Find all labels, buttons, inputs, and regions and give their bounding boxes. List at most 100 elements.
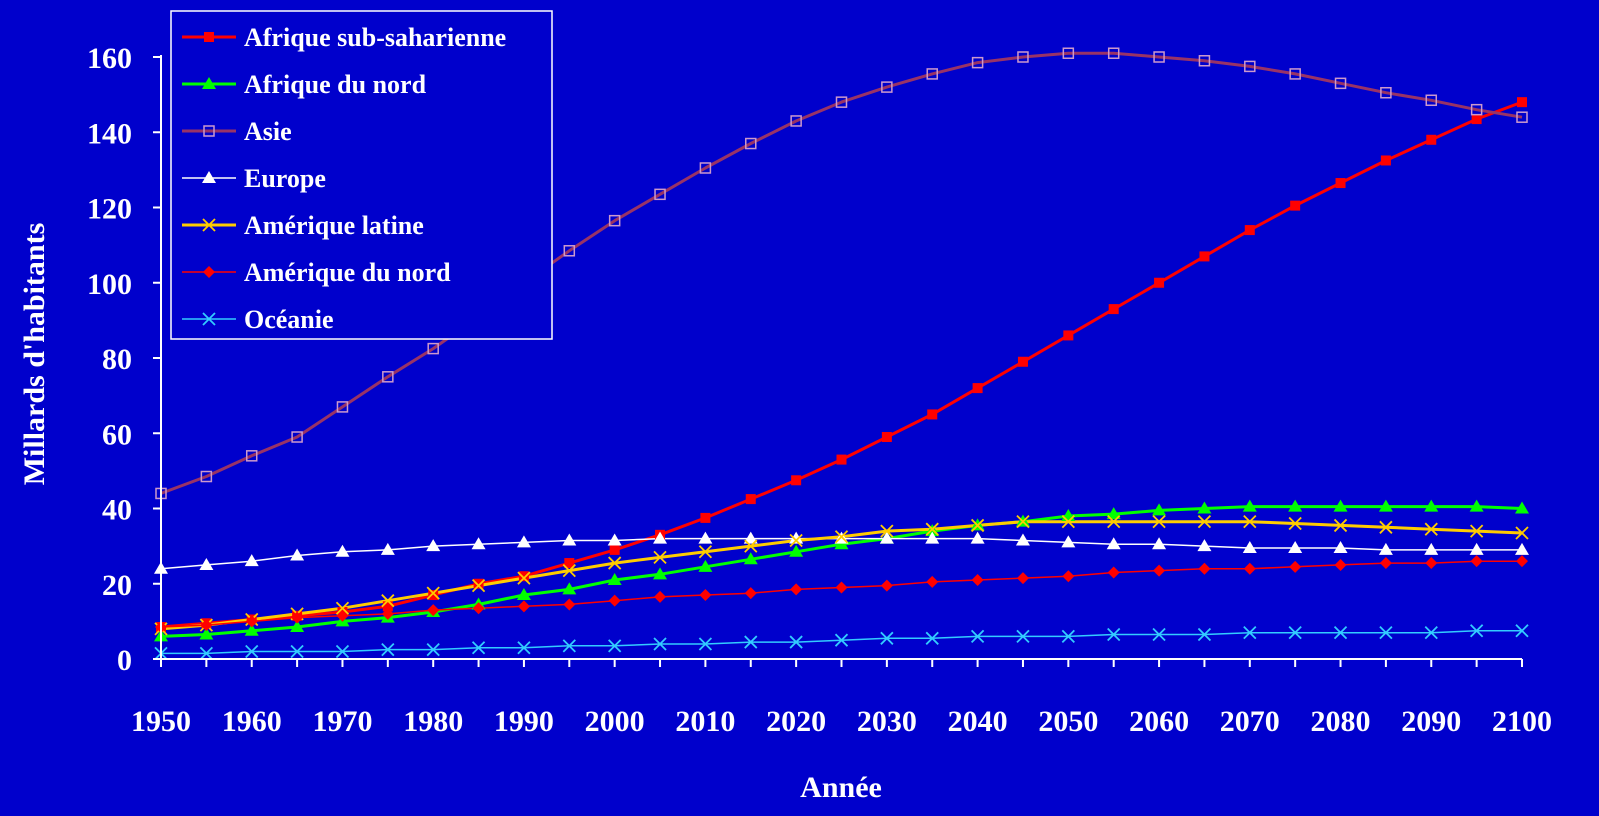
legend-label: Afrique sub-saharienne [244,23,506,52]
data-point [1153,564,1166,577]
data-point [1061,535,1076,548]
data-point [1424,499,1439,512]
x-tick-label: 2000 [585,705,645,738]
data-point [245,644,259,659]
data-point [427,604,440,617]
legend-marker [202,171,216,183]
data-point [1243,626,1257,640]
x-tick-label: 2100 [1492,705,1552,738]
data-point [336,401,349,413]
data-point [1242,541,1257,554]
data-point [1425,94,1438,107]
data-point [1469,499,1484,512]
data-point [1379,626,1393,640]
data-point [473,578,484,589]
data-point [335,644,350,659]
data-point [1016,515,1030,529]
data-point [926,68,938,80]
data-point [1198,55,1211,67]
data-point [790,115,802,127]
data-point [291,611,304,624]
data-point [745,137,757,150]
x-tick-label: 2080 [1311,705,1371,738]
legend-marker [204,32,214,42]
legend-label: Asie [244,117,292,146]
data-point [381,594,395,608]
data-point [1106,507,1121,520]
legend-item: Europe [182,164,326,193]
data-point [925,522,939,536]
x-axis-title: Année [800,771,882,804]
data-point [1469,524,1484,538]
data-point [245,450,258,462]
data-point [382,601,393,612]
data-point [1107,627,1121,642]
data-point [471,537,486,550]
data-point [244,554,259,567]
data-point [1017,51,1029,63]
data-point [743,552,758,565]
legend-label: Océanie [244,305,334,334]
data-point [516,535,531,548]
data-point [471,641,486,655]
data-point [382,371,394,383]
data-point [834,530,849,544]
legend-label: Afrique du nord [244,70,427,99]
data-point [609,544,620,555]
data-point [562,582,577,595]
data-point [200,619,213,632]
legend-item: Océanie [182,305,334,334]
data-point [1197,539,1212,552]
data-point [790,583,803,596]
data-point [1242,499,1257,512]
data-point [970,629,985,644]
data-point [1424,542,1439,555]
data-point [1197,627,1212,642]
data-point [1470,103,1483,116]
x-tick-label: 2090 [1401,705,1461,738]
data-point [970,531,985,544]
series-points-4 [154,515,1529,636]
data-point [880,631,894,645]
data-point [653,637,667,651]
data-point [1425,557,1438,570]
data-point [1062,570,1075,583]
data-point [245,615,258,628]
data-point [291,431,303,443]
data-point [1288,541,1303,554]
data-point [1288,626,1302,640]
data-point [1380,86,1392,99]
data-point [744,587,757,600]
data-point [1017,356,1028,367]
y-tick-label: 160 [87,42,132,75]
series-points-6 [154,624,1529,660]
data-point [1289,560,1302,573]
data-point [1243,562,1256,575]
data-point [380,542,395,555]
series-points-3 [154,531,1529,574]
data-point [1063,330,1074,341]
y-tick-label: 60 [102,418,132,451]
x-tick-label: 2050 [1038,705,1098,738]
data-point [1199,251,1210,262]
data-point [1108,304,1119,315]
legend-label: Europe [244,164,326,193]
x-tick-label: 1990 [494,705,554,738]
x-tick-label: 2020 [766,705,826,738]
data-point [1289,68,1301,80]
data-point [1517,97,1527,108]
data-point [199,646,214,660]
legend-label: Amérique latine [244,211,424,240]
data-point [1378,499,1393,512]
data-point [971,573,984,586]
data-point [1334,77,1347,90]
axes: 1950 1960 1970 1980 1990 2000 2010 2020 2030 2040… [87,42,1552,738]
data-point [1197,501,1212,514]
data-point [1016,629,1030,644]
data-point [653,531,668,544]
legend-item: Amérique latine [182,211,424,240]
data-point [1107,566,1120,579]
data-point [1154,277,1165,288]
legend-item: Afrique sub-saharienne [182,23,506,52]
